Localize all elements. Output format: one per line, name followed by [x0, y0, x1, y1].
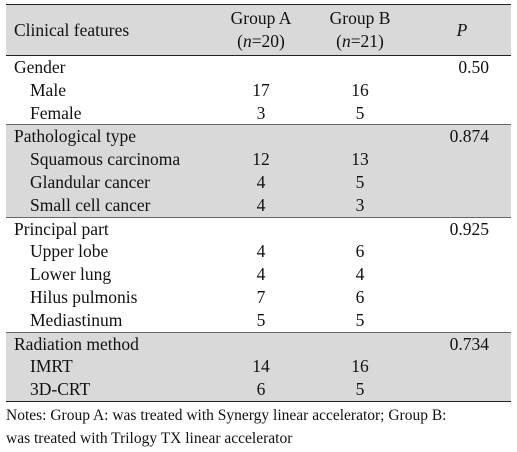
row-label: Female	[30, 102, 82, 123]
group-b-value: 3	[307, 193, 413, 218]
header-row: Clinical features Group A (n=20) Group B…	[6, 4, 511, 56]
header-group-a: Group A (n=20)	[215, 4, 307, 56]
group-a-value: 14	[215, 355, 307, 379]
group-b-value: 16	[351, 79, 369, 100]
group-b-value: 5	[355, 102, 365, 123]
header-group-b: Group B (n=21)	[307, 4, 413, 56]
group-b-value: 6	[355, 286, 365, 307]
group-a-value: 4	[256, 241, 266, 262]
group-a-value: 6	[215, 378, 307, 402]
header-group-b-n: (n=21)	[336, 31, 384, 51]
row-label: Lower lung	[30, 264, 112, 285]
table-header: Clinical features Group A (n=20) Group B…	[6, 4, 511, 56]
table-row: Small cell cancer 4 3	[6, 193, 511, 218]
group-b-value: 16	[307, 355, 413, 379]
notes-line-2: was treated with Trilogy TX linear accel…	[6, 430, 293, 447]
table-row: Mediastinum 5 5	[6, 309, 511, 332]
group-p-value: 0.734	[413, 331, 511, 356]
table-row: Male 17 16	[6, 79, 511, 102]
group-row-pathological-type: Pathological type 0.874	[6, 124, 511, 149]
group-label: Radiation method	[6, 331, 215, 356]
group-p-value: 0.925	[413, 216, 511, 241]
group-a-value: 4	[215, 170, 307, 194]
header-group-a-name: Group A	[230, 8, 292, 28]
group-b-value: 5	[307, 170, 413, 194]
group-a-value: 4	[215, 193, 307, 218]
group-label: Principal part	[6, 216, 215, 241]
table-row: IMRT 14 16	[6, 355, 511, 379]
table-row: Female 3 5	[6, 102, 511, 125]
table-row: Upper lobe 4 6	[6, 240, 511, 263]
row-label: Upper lobe	[30, 241, 109, 262]
row-label: Glandular cancer	[6, 170, 215, 194]
table-row: Squamous carcinoma 12 13	[6, 148, 511, 171]
group-a-value: 3	[256, 102, 266, 123]
header-group-a-n: (n=20)	[237, 31, 285, 51]
table-row: 3D-CRT 6 5	[6, 378, 511, 402]
group-b-value: 4	[355, 264, 365, 285]
group-row-gender: Gender 0.50	[6, 54, 511, 79]
row-label: Small cell cancer	[6, 193, 215, 218]
clinical-features-table: Clinical features Group A (n=20) Group B…	[6, 4, 511, 402]
header-clinical-features: Clinical features	[6, 4, 215, 56]
row-label: Mediastinum	[30, 309, 123, 330]
group-b-value: 5	[307, 378, 413, 402]
group-label: Gender	[6, 54, 215, 79]
header-group-b-name: Group B	[329, 8, 391, 28]
group-b-value: 6	[355, 241, 365, 262]
group-label: Pathological type	[6, 124, 215, 149]
group-row-radiation-method: Radiation method 0.734	[6, 331, 511, 356]
group-a-value: 17	[252, 79, 270, 100]
group-a-value: 7	[256, 286, 266, 307]
group-p-value: 0.50	[413, 54, 511, 79]
row-label: Hilus pulmonis	[30, 286, 138, 307]
group-b-value: 13	[307, 148, 413, 171]
table-notes: Notes: Group A: was treated with Synergy…	[6, 404, 514, 450]
group-p-value: 0.874	[413, 124, 511, 149]
row-label: IMRT	[6, 355, 215, 379]
row-label: 3D-CRT	[6, 378, 215, 402]
table-row: Glandular cancer 4 5	[6, 170, 511, 194]
group-row-principal-part: Principal part 0.925	[6, 216, 511, 241]
group-a-value: 12	[215, 148, 307, 171]
row-label: Squamous carcinoma	[6, 148, 215, 171]
group-b-value: 5	[355, 309, 365, 330]
notes-line-1: Notes: Group A: was treated with Synergy…	[6, 407, 447, 424]
table-row: Hilus pulmonis 7 6	[6, 286, 511, 309]
row-label: Male	[30, 79, 66, 100]
header-p-value: P	[413, 4, 511, 56]
group-a-value: 5	[256, 309, 266, 330]
table-row: Lower lung 4 4	[6, 263, 511, 286]
group-a-value: 4	[256, 264, 266, 285]
